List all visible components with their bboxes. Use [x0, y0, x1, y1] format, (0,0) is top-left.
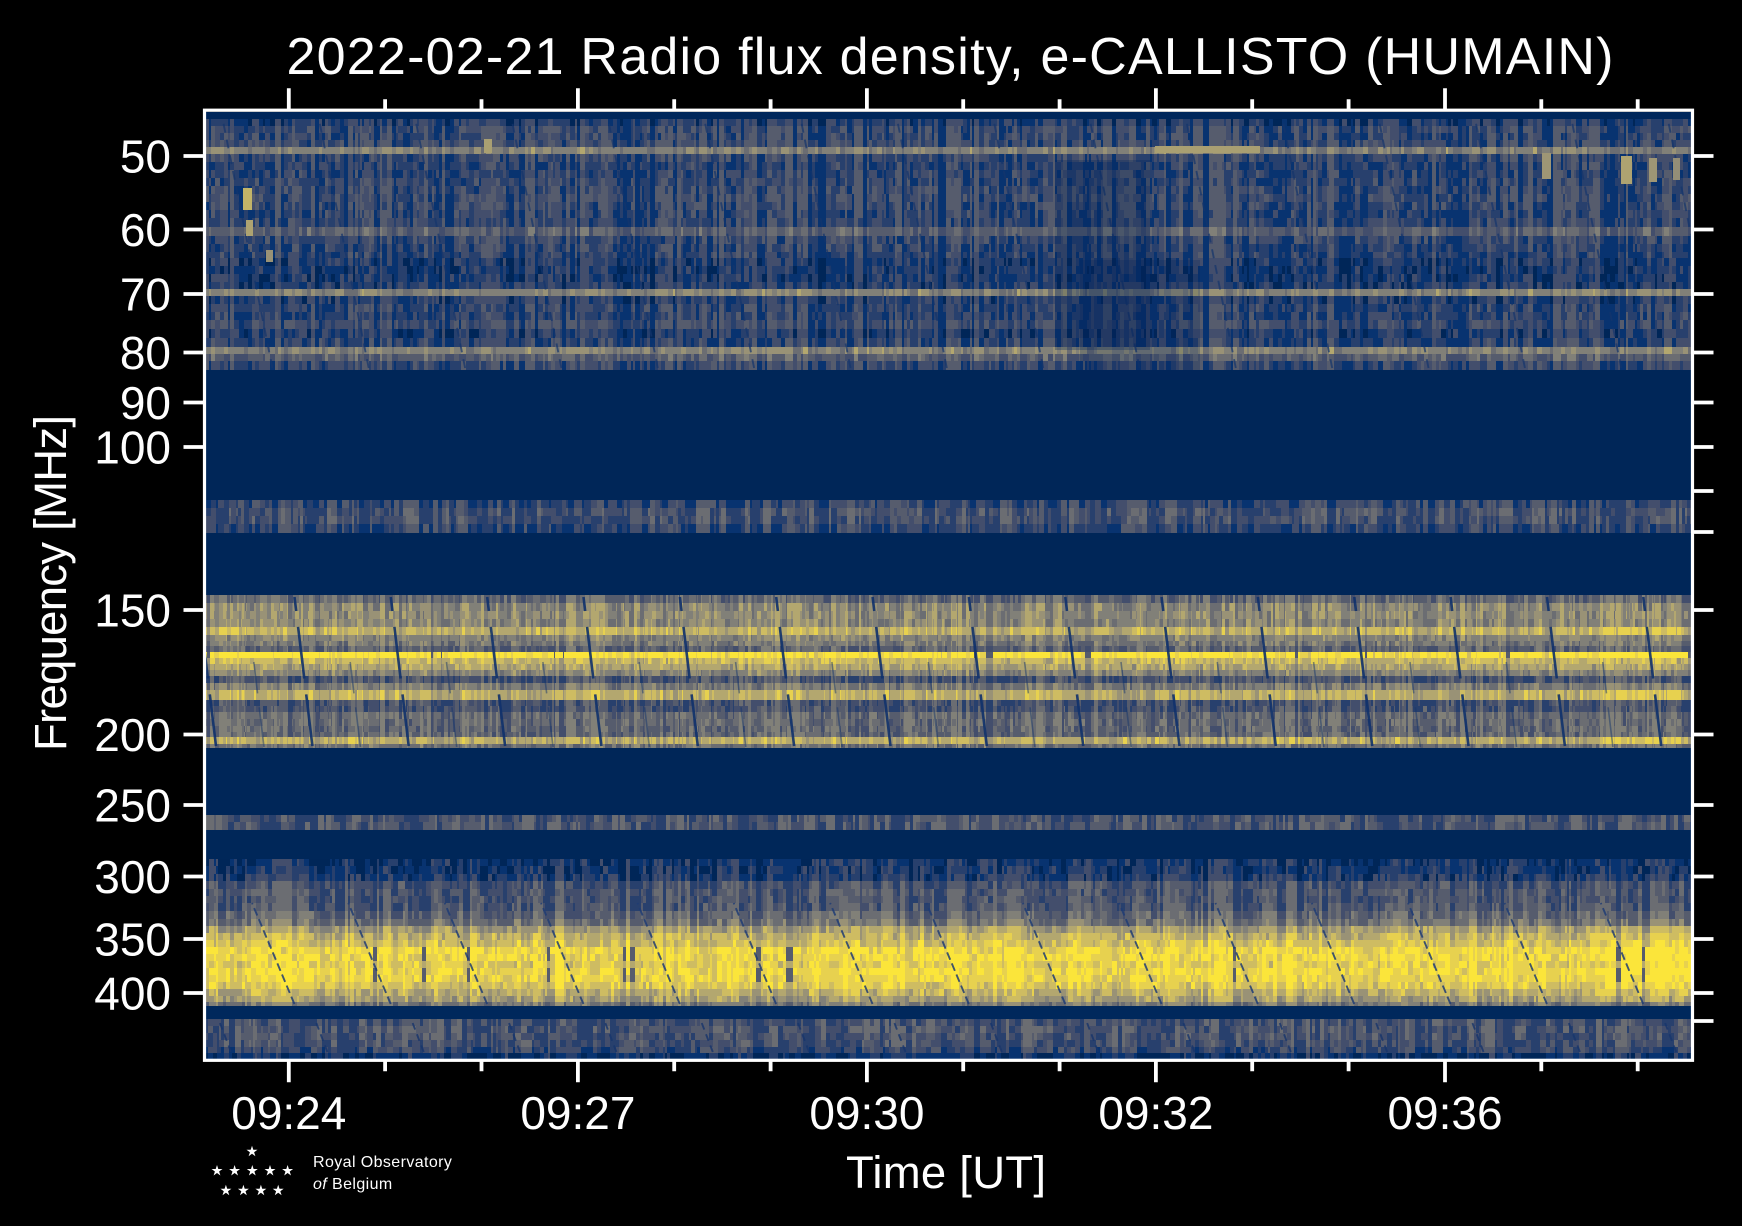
svg-text:300: 300: [94, 851, 171, 903]
svg-text:Frequency [MHz]: Frequency [MHz]: [25, 415, 76, 751]
svg-text:200: 200: [94, 709, 171, 761]
svg-text:90: 90: [120, 377, 171, 429]
svg-text:80: 80: [120, 327, 171, 379]
svg-text:150: 150: [94, 585, 171, 637]
svg-text:100: 100: [94, 422, 171, 474]
svg-text:Time [UT]: Time [UT]: [846, 1147, 1046, 1198]
svg-text:Royal Observatory: Royal Observatory: [313, 1154, 452, 1171]
svg-text:400: 400: [94, 968, 171, 1020]
svg-text:70: 70: [120, 269, 171, 321]
svg-text:2022-02-21 Radio flux density,: 2022-02-21 Radio flux density, e-CALLIST…: [287, 28, 1614, 86]
svg-text:09:24: 09:24: [231, 1087, 346, 1139]
svg-text:60: 60: [120, 204, 171, 256]
svg-text:250: 250: [94, 780, 171, 832]
svg-text:50: 50: [120, 131, 171, 183]
svg-text:09:30: 09:30: [809, 1087, 924, 1139]
svg-text:of Belgium: of Belgium: [313, 1176, 393, 1193]
svg-text:09:32: 09:32: [1098, 1087, 1213, 1139]
svg-text:350: 350: [94, 914, 171, 966]
svg-text:09:27: 09:27: [520, 1087, 635, 1139]
svg-text:09:36: 09:36: [1387, 1087, 1502, 1139]
